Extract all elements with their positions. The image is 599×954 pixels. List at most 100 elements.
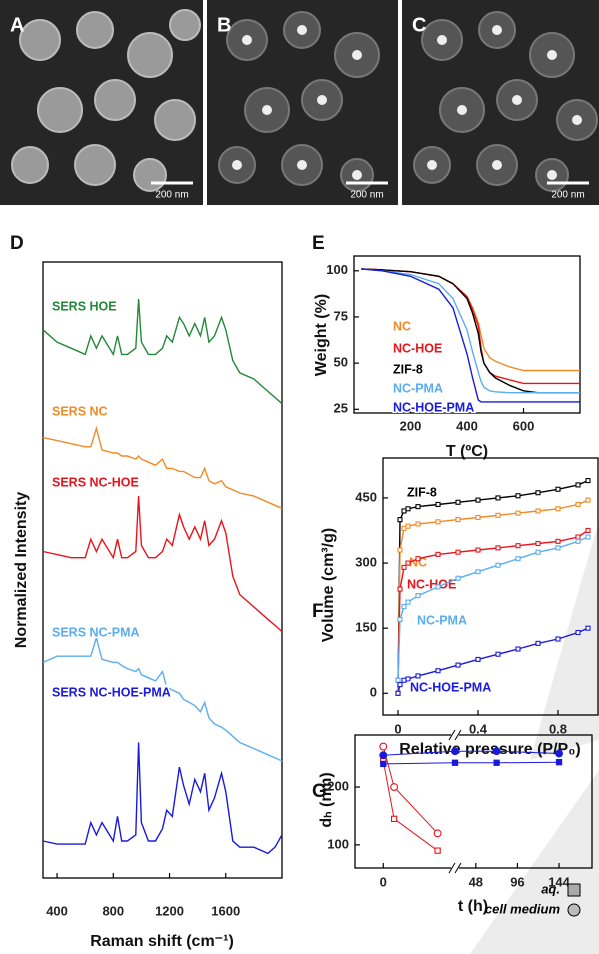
scale-bar-label: 200 nm: [155, 190, 188, 201]
series-label: NC-PMA: [417, 613, 467, 627]
data-point: [585, 478, 591, 484]
series-line: [361, 268, 580, 403]
particle: [154, 99, 196, 141]
series-label: NC-HOE: [393, 341, 442, 355]
x-tick-label: 800: [102, 903, 124, 918]
data-point: [475, 569, 481, 575]
plot-frame: [354, 734, 593, 869]
micrograph: B 200 nm: [207, 0, 398, 205]
watermark: [470, 770, 599, 954]
data-point: [455, 499, 461, 505]
particle-core: [352, 50, 362, 60]
series-label: NC-PMA: [393, 381, 443, 395]
data-point: [555, 538, 561, 544]
axis-break: [454, 729, 462, 741]
y-axis-label: Normalized Intensity: [13, 492, 30, 649]
particle-core: [297, 160, 307, 170]
data-point: [451, 759, 459, 766]
particle-core: [492, 160, 502, 170]
x-axis-label: Relative pressure (P/P₀): [399, 741, 581, 758]
plot-frame: [42, 261, 283, 879]
particle-core: [427, 160, 437, 170]
x-tick-label: 1200: [155, 903, 184, 918]
data-point: [415, 593, 421, 599]
chart-panel: Gdₕ (nm) t (h) 0 48 96 144 100 200 aq. cell mediu…: [312, 729, 593, 917]
y-tick-label: 0: [370, 685, 377, 700]
chart-panel: D Normalized Intensity Raman shift (cm⁻¹) 4…: [10, 233, 283, 950]
series-label: SERS NC-HOE-PMA: [52, 685, 171, 699]
y-tick-label: 25: [334, 401, 348, 416]
particle-core: [352, 170, 362, 180]
data-point: [435, 668, 441, 674]
data-point: [455, 549, 461, 555]
data-point: [435, 551, 441, 557]
axis-break: [448, 862, 456, 874]
x-tick-label: 0.4: [469, 721, 488, 736]
series-line: [382, 760, 438, 852]
data-point: [397, 586, 403, 592]
x-tick-label: 0: [380, 874, 387, 889]
data-point: [397, 682, 403, 688]
data-point: [495, 512, 501, 518]
x-tick-label: 0.8: [549, 721, 567, 736]
data-point: [555, 486, 561, 492]
series-label: NC-HOE-PMA: [393, 400, 474, 414]
data-point: [575, 538, 581, 544]
micrograph: A 200 nm: [0, 0, 203, 205]
particle-core: [232, 160, 242, 170]
data-point: [455, 575, 461, 581]
particle-core: [262, 105, 272, 115]
series-label: SERS NC-PMA: [52, 625, 140, 639]
axis-break: [448, 729, 456, 741]
panel-label: G: [312, 781, 327, 802]
y-tick-label: 300: [355, 554, 377, 569]
data-point: [405, 506, 411, 512]
data-point: [435, 584, 441, 590]
data-point: [575, 482, 581, 488]
axis-break-gap: [451, 865, 459, 871]
series-label: ZIF-8: [407, 485, 437, 499]
data-point: [415, 556, 421, 562]
particle-core: [317, 95, 327, 105]
y-tick-label: 450: [355, 489, 377, 504]
particle: [11, 146, 49, 184]
series-label: SERS NC: [52, 404, 108, 418]
data-point: [415, 521, 421, 527]
data-point: [535, 640, 541, 646]
plot-frame: [353, 255, 581, 414]
data-point: [455, 517, 461, 523]
data-point: [575, 534, 581, 540]
x-tick-label: 1600: [211, 903, 240, 918]
series-label: SERS NC-HOE: [52, 475, 139, 489]
x-tick-label: 0: [394, 721, 401, 736]
series-label: NC: [393, 319, 411, 333]
particle: [19, 19, 61, 61]
x-tick-label: 400: [46, 903, 68, 918]
data-point: [585, 534, 591, 540]
particle: [127, 32, 173, 78]
data-point: [515, 493, 521, 499]
x-axis-label: T (ºC): [446, 443, 488, 460]
data-point: [395, 690, 401, 696]
particle: [37, 87, 83, 133]
x-tick-label: 144: [548, 874, 570, 889]
panel-label: D: [10, 233, 24, 254]
data-point: [433, 829, 442, 838]
data-point: [475, 656, 481, 662]
watermark: [530, 520, 599, 760]
particle: [76, 11, 114, 49]
data-point: [575, 501, 581, 508]
series-line: [42, 635, 283, 762]
data-point: [515, 510, 521, 516]
data-point: [455, 662, 461, 668]
panel-label: A: [10, 14, 24, 36]
data-point: [555, 545, 561, 551]
series-line: [361, 268, 580, 394]
data-point: [475, 514, 481, 521]
particle-core: [547, 170, 557, 180]
x-axis-label: t (h): [458, 898, 488, 915]
data-point: [535, 540, 541, 547]
data-point: [397, 517, 403, 523]
data-point: [585, 497, 591, 503]
